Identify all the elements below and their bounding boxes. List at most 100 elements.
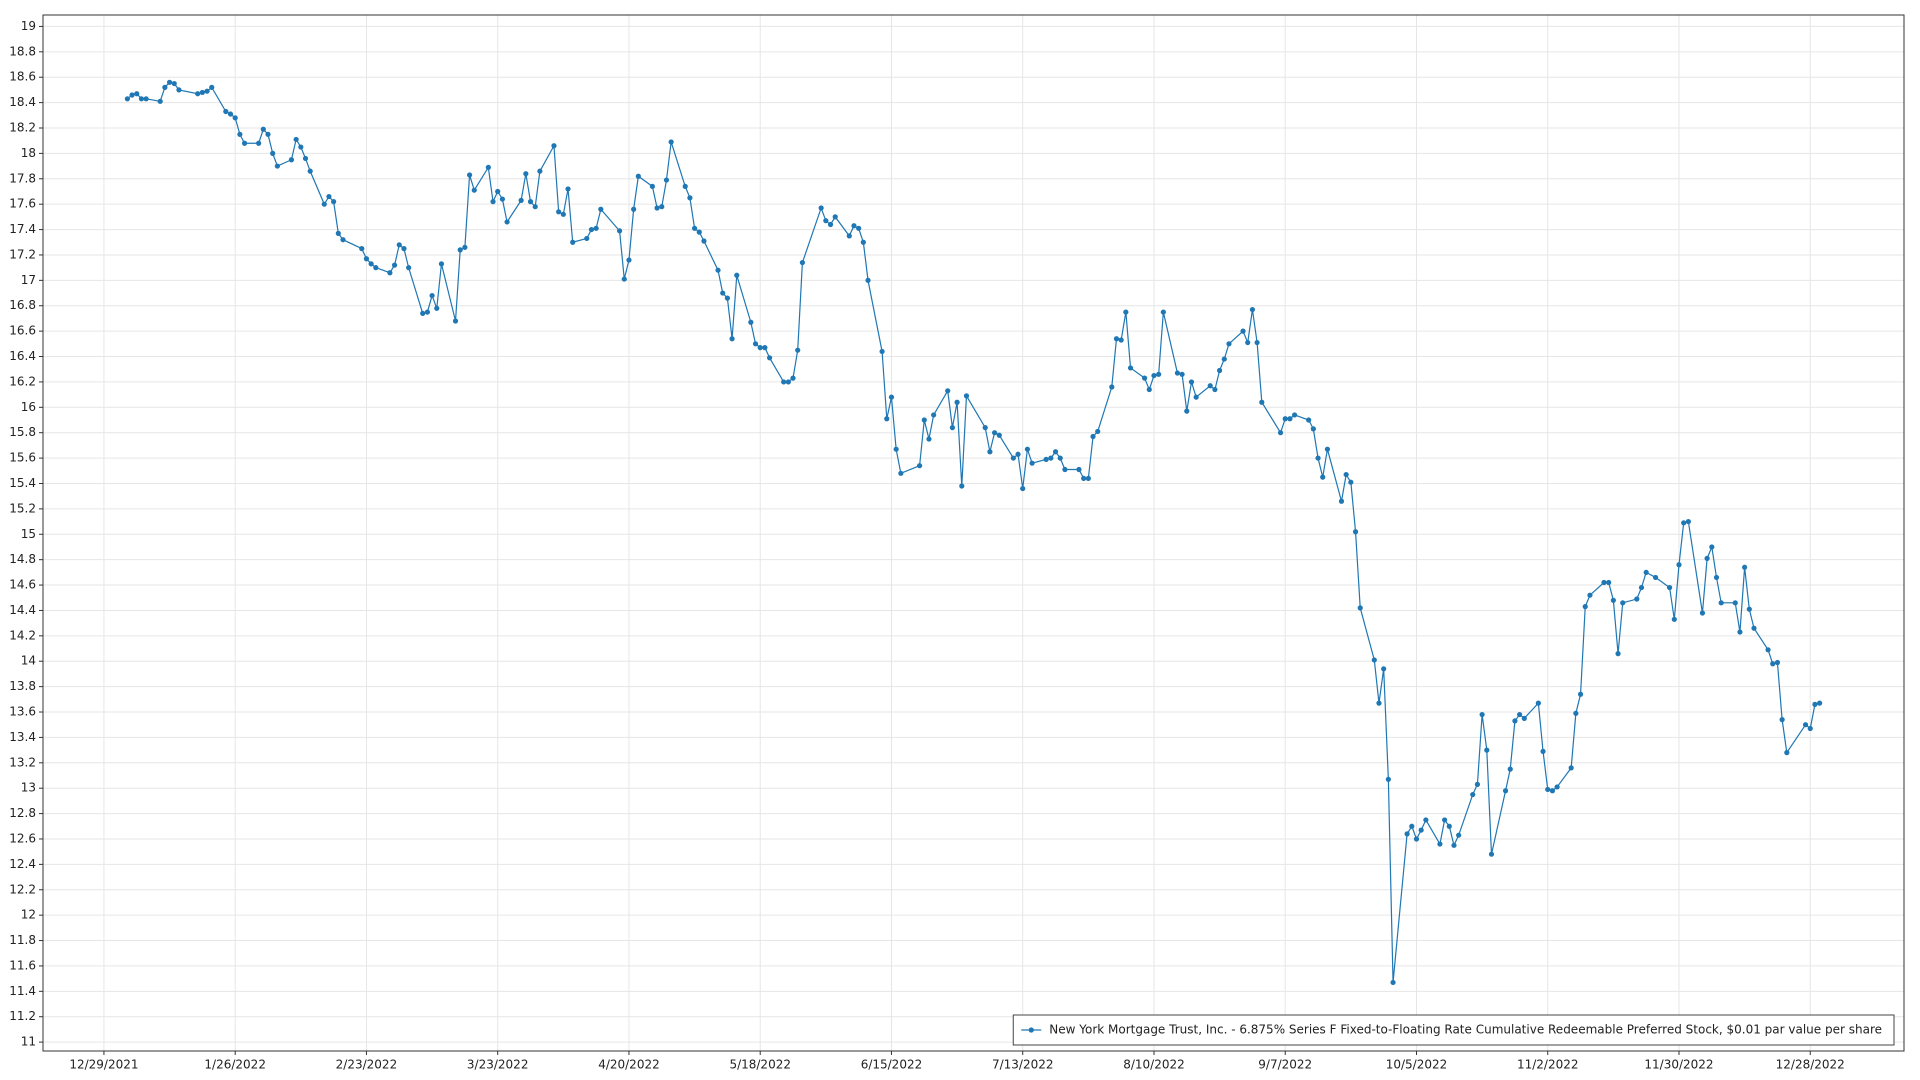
data-point — [237, 131, 243, 137]
y-tick-label: 16.2 — [9, 374, 36, 388]
data-point — [424, 309, 430, 315]
data-point — [406, 265, 412, 271]
data-point — [1577, 691, 1584, 697]
data-point — [401, 246, 407, 252]
data-point — [1507, 766, 1513, 772]
data-point — [1620, 600, 1626, 606]
data-point — [256, 140, 262, 146]
y-tick-label: 12.2 — [9, 882, 36, 896]
data-point — [626, 257, 632, 263]
data-point — [982, 425, 988, 431]
data-point — [1784, 750, 1790, 756]
data-point — [1048, 455, 1054, 461]
data-point — [1774, 659, 1781, 666]
data-point — [1751, 625, 1757, 631]
y-tick-label: 13.2 — [9, 755, 36, 769]
data-point — [1062, 466, 1068, 473]
data-point — [752, 341, 759, 347]
data-point — [1484, 747, 1490, 753]
x-tick-label: 4/20/2022 — [598, 1058, 660, 1072]
x-tick-label: 9/7/2022 — [1258, 1058, 1312, 1072]
y-tick-label: 19 — [21, 19, 36, 33]
y-tick-label: 15.6 — [9, 451, 36, 465]
data-point — [1699, 610, 1706, 616]
data-point — [1057, 455, 1063, 461]
data-point — [668, 139, 674, 145]
x-tick-label: 1/26/2022 — [204, 1058, 266, 1072]
data-point — [471, 187, 477, 193]
legend: New York Mortgage Trust, Inc. - 6.875% S… — [1012, 1014, 1895, 1046]
data-point — [288, 157, 295, 163]
data-point — [1568, 765, 1574, 771]
data-point — [827, 221, 834, 228]
y-tick-label: 11.8 — [9, 933, 36, 947]
data-point — [1207, 383, 1213, 389]
data-point — [663, 177, 670, 183]
data-point — [1742, 564, 1748, 570]
data-point — [1085, 475, 1091, 482]
data-point — [124, 96, 130, 102]
data-point — [1245, 339, 1251, 346]
data-point — [1737, 629, 1743, 635]
data-point — [1010, 455, 1016, 461]
data-point — [860, 239, 866, 245]
x-tick-label: 5/18/2022 — [729, 1058, 791, 1072]
data-point — [931, 412, 937, 418]
data-point — [227, 111, 234, 117]
data-point — [1029, 460, 1035, 466]
data-point — [846, 233, 852, 239]
data-point — [387, 270, 393, 276]
data-point — [1606, 579, 1612, 586]
data-point — [462, 244, 468, 250]
data-point — [1667, 584, 1673, 591]
data-point — [1446, 823, 1452, 829]
y-tick-label: 17 — [21, 273, 36, 287]
data-point — [438, 261, 445, 267]
y-tick-label: 13.8 — [9, 679, 36, 693]
data-point — [926, 436, 932, 442]
data-point — [1338, 498, 1345, 504]
data-point — [504, 219, 510, 225]
y-tick-label: 15.4 — [9, 476, 36, 490]
data-point — [987, 449, 993, 455]
data-point — [1310, 426, 1316, 432]
data-point — [1587, 592, 1593, 598]
data-point — [171, 80, 177, 87]
data-point — [373, 265, 379, 271]
data-point — [532, 204, 538, 210]
data-point — [785, 379, 791, 385]
data-point — [799, 259, 806, 266]
data-point — [466, 172, 473, 178]
y-tick-label: 14.2 — [9, 628, 36, 642]
data-point — [331, 199, 337, 205]
data-point — [241, 140, 248, 146]
data-point — [195, 91, 201, 97]
data-point — [1802, 722, 1809, 728]
y-tick-label: 18.4 — [9, 95, 36, 109]
data-point — [1451, 842, 1457, 848]
data-point — [1118, 337, 1124, 343]
y-tick-label: 13.4 — [9, 730, 36, 744]
data-point — [1052, 449, 1059, 455]
data-point — [1685, 518, 1691, 525]
data-point — [1249, 306, 1256, 313]
data-point — [434, 305, 440, 311]
data-point — [176, 87, 182, 93]
data-point — [1193, 394, 1199, 400]
data-point — [143, 96, 149, 102]
data-point — [865, 277, 871, 283]
data-point — [1423, 817, 1429, 823]
data-point — [1095, 428, 1101, 435]
y-tick-label: 15.8 — [9, 425, 36, 439]
legend-label: New York Mortgage Trust, Inc. - 6.875% S… — [1049, 1023, 1882, 1037]
data-point — [1676, 562, 1682, 568]
data-point — [963, 393, 970, 399]
y-tick-label: 16.4 — [9, 349, 36, 363]
y-tick-label: 11.6 — [9, 958, 36, 972]
data-point — [1704, 555, 1710, 561]
data-point — [565, 186, 571, 192]
data-point — [1409, 823, 1415, 829]
data-point — [274, 163, 280, 169]
x-tick-label: 8/10/2022 — [1123, 1058, 1185, 1072]
data-point — [687, 195, 693, 201]
